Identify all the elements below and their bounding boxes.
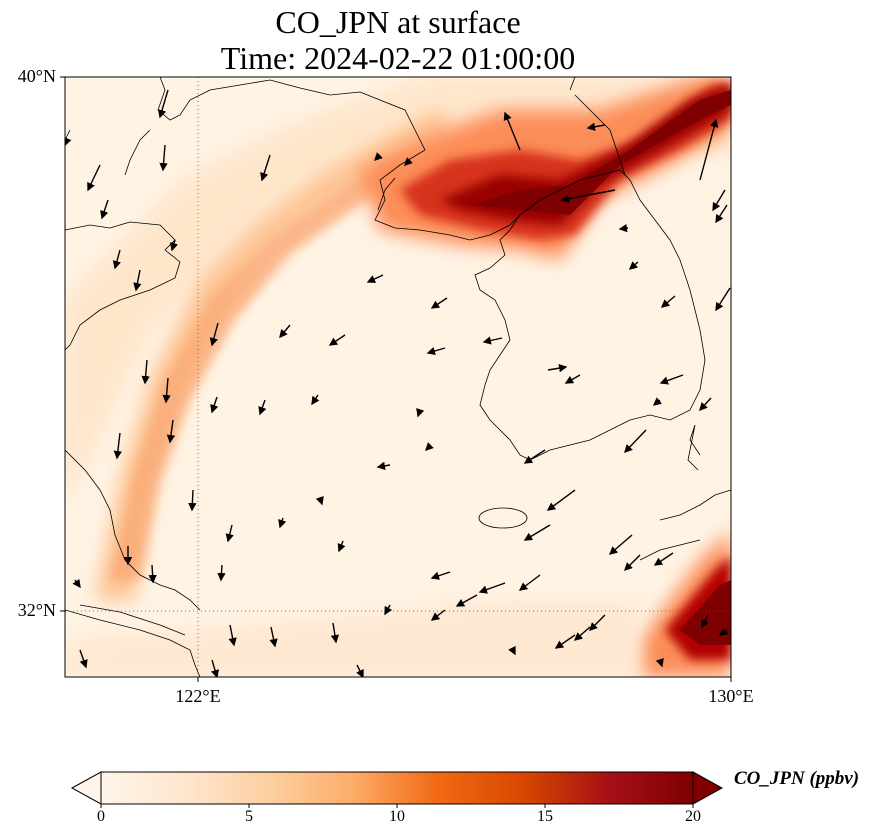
wind-arrow bbox=[508, 645, 516, 656]
colorbar-label: CO_JPN (ppbv) bbox=[734, 768, 860, 789]
wind-arrow bbox=[608, 534, 633, 555]
wind-arrow bbox=[157, 89, 169, 119]
lon-label-122e: 122°E bbox=[175, 686, 221, 706]
wind-arrow bbox=[628, 261, 639, 270]
lon-label-130e: 130°E bbox=[708, 686, 754, 706]
wind-arrow bbox=[162, 377, 171, 404]
colorbar-tick: 20 bbox=[685, 808, 701, 825]
wind-arrow bbox=[712, 189, 726, 212]
wind-arrow bbox=[560, 189, 616, 203]
wind-arrow bbox=[374, 152, 383, 161]
wind-arrow bbox=[72, 578, 81, 589]
wind-arrow bbox=[159, 144, 168, 172]
wind-arrow bbox=[279, 324, 291, 339]
wind-arrow bbox=[225, 524, 234, 543]
colorbar-max-extend bbox=[692, 771, 724, 805]
colorbar bbox=[70, 771, 724, 808]
lat-label-32n: 32°N bbox=[17, 600, 56, 620]
wind-arrow bbox=[188, 489, 197, 512]
wind-arrow bbox=[586, 122, 606, 131]
wind-arrow bbox=[547, 364, 568, 373]
wind-arrow bbox=[546, 489, 576, 511]
wind-arrow bbox=[328, 334, 346, 346]
wind-arrow bbox=[430, 571, 451, 580]
wind-arrow bbox=[478, 582, 506, 594]
colorbar-tick: 15 bbox=[537, 808, 553, 825]
wind-arrow bbox=[100, 199, 109, 220]
wind-arrow bbox=[404, 157, 413, 166]
wind-arrow bbox=[554, 634, 576, 649]
map-time: Time: 2024-02-22 01:00:00 bbox=[220, 40, 576, 76]
wind-arrow bbox=[564, 374, 581, 384]
wind-arrow bbox=[356, 664, 364, 677]
wind-arrow bbox=[416, 408, 425, 418]
wind-arrow bbox=[718, 627, 729, 636]
wind-arrow bbox=[455, 594, 478, 607]
colorbar-gradient bbox=[100, 771, 694, 805]
wind-arrow bbox=[653, 552, 674, 566]
wind-arrow bbox=[258, 399, 267, 416]
wind-arrow bbox=[655, 658, 664, 668]
wind-arrow bbox=[315, 496, 324, 506]
wind-arrow bbox=[659, 374, 684, 385]
wind-arrow bbox=[366, 274, 384, 283]
wind-arrow bbox=[518, 574, 541, 591]
wind-arrow bbox=[618, 223, 629, 233]
wind-arrow bbox=[503, 111, 521, 151]
wind-arrow bbox=[699, 397, 712, 412]
wind-arrow bbox=[269, 626, 278, 648]
wind-arrow bbox=[217, 564, 226, 582]
wind-arrow bbox=[376, 461, 391, 470]
wind-arrow bbox=[133, 269, 142, 292]
wind-arrow bbox=[523, 449, 546, 464]
wind-arrow bbox=[148, 564, 157, 584]
wind-arrow bbox=[113, 432, 123, 460]
lat-label-40n: 40°N bbox=[17, 66, 56, 86]
map-frame bbox=[64, 76, 732, 678]
wind-arrow bbox=[660, 295, 676, 308]
wind-arrow bbox=[112, 249, 121, 270]
wind-arrow bbox=[701, 614, 709, 629]
wind-arrow bbox=[425, 442, 434, 451]
wind-arrow bbox=[652, 397, 663, 406]
wind-arrow bbox=[715, 287, 731, 312]
wind-arrow bbox=[482, 336, 503, 345]
colorbar-tick: 5 bbox=[245, 808, 253, 825]
colorbar-tick: 10 bbox=[389, 808, 405, 825]
wind-arrow bbox=[330, 622, 340, 644]
wind-arrow bbox=[210, 659, 220, 677]
wind-arrow bbox=[426, 346, 446, 356]
wind-arrow bbox=[337, 540, 346, 553]
wind-arrow bbox=[311, 394, 320, 406]
gridlines bbox=[65, 77, 731, 677]
wind-arrow bbox=[624, 429, 647, 454]
colorbar-tick: 0 bbox=[97, 808, 105, 825]
wind-arrow bbox=[209, 322, 219, 347]
wind-arrow bbox=[384, 604, 393, 616]
wind-arrow bbox=[141, 359, 150, 385]
wind-arrow bbox=[166, 419, 176, 444]
wind-arrow bbox=[624, 554, 641, 571]
wind-arrow bbox=[228, 624, 237, 647]
wind-vectors bbox=[65, 89, 731, 677]
wind-arrow bbox=[699, 118, 719, 181]
wind-arrow bbox=[573, 626, 591, 641]
wind-arrow bbox=[715, 204, 728, 224]
map-plot bbox=[60, 76, 732, 682]
wind-arrow bbox=[589, 614, 606, 631]
wind-arrow bbox=[169, 239, 179, 252]
wind-arrow bbox=[260, 154, 271, 182]
axis-ticks bbox=[60, 76, 732, 682]
wind-arrow bbox=[210, 396, 219, 414]
wind-arrow bbox=[278, 517, 287, 529]
map-title: CO_JPN at surface bbox=[275, 4, 521, 40]
concentration-field bbox=[65, 77, 731, 677]
wind-arrow bbox=[523, 524, 551, 541]
colorbar-min-extend bbox=[70, 771, 102, 805]
wind-arrow bbox=[79, 649, 88, 669]
wind-arrow bbox=[430, 609, 446, 621]
wind-arrow bbox=[430, 297, 448, 309]
wind-arrow bbox=[87, 164, 101, 192]
